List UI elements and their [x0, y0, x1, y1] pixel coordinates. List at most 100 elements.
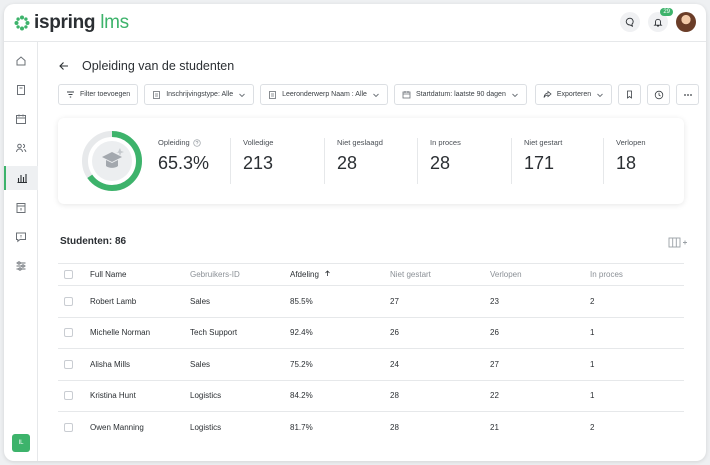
notifications-button[interactable]: 29	[648, 8, 673, 32]
logo-brand: ispring	[34, 12, 96, 33]
chevron-down-icon	[597, 93, 603, 97]
schedule-button[interactable]	[647, 84, 671, 105]
book-icon	[17, 85, 25, 95]
page-header: Opleiding van de studenten	[58, 59, 234, 73]
cell-user-id: Sales	[190, 348, 290, 381]
cell-in-progress: 2	[590, 423, 595, 432]
col-not-started[interactable]: Niet gestart	[390, 263, 490, 286]
start-date-filter[interactable]: Startdatum: laatste 90 dagen	[393, 84, 527, 105]
col-department[interactable]: Afdeling	[290, 263, 390, 286]
row-checkbox[interactable]	[64, 423, 73, 432]
sidebar-item-settings[interactable]	[4, 254, 38, 278]
table-row[interactable]: Owen Manning Logistics 81.7% 28 21 2	[58, 412, 684, 444]
select-all-checkbox[interactable]	[64, 270, 73, 279]
progress-arc	[82, 131, 142, 191]
cell-name: Michelle Norman	[90, 317, 190, 349]
chat-button[interactable]	[620, 12, 640, 32]
cell-name: Alisha Mills	[90, 348, 190, 381]
table-row[interactable]: Kristina Hunt Logistics 84.2% 28 22 1	[58, 380, 684, 412]
logo-suffix: lms	[95, 12, 129, 33]
app-window: ispring lms 29	[4, 4, 706, 461]
user-avatar[interactable]	[676, 12, 696, 32]
col-user-id[interactable]: Gebruikers-ID	[190, 263, 290, 286]
sidebar-item-reports[interactable]	[4, 166, 38, 190]
cell-department: 84.2%	[290, 380, 390, 412]
col-in-progress[interactable]: In proces	[590, 263, 684, 286]
cell-name: Kristina Hunt	[90, 380, 190, 412]
cell-expired: 23	[490, 285, 590, 318]
stat-training: Opleiding 65.3%	[158, 138, 209, 184]
sidebar-item-help[interactable]	[4, 225, 38, 249]
students-count: Studenten: 86	[60, 236, 127, 247]
bookmark-icon	[627, 90, 633, 99]
cell-department: 75.2%	[290, 348, 390, 381]
course-name-filter[interactable]: Leeronderwerp Naam : Alle	[260, 84, 388, 105]
sidebar-item-courses[interactable]	[4, 78, 38, 102]
top-actions: 29	[620, 8, 696, 32]
stat-completed: Volledige 213	[230, 138, 273, 184]
users-icon	[16, 143, 27, 153]
table-row[interactable]: Alisha Mills Sales 75.2% 24 27 1	[58, 348, 684, 381]
stat-not-started-value: 171	[524, 153, 555, 173]
back-arrow-icon[interactable]	[58, 60, 70, 72]
enrollment-type-filter[interactable]: Inschrijvingstype: Alle	[144, 84, 255, 105]
cell-department: 85.5%	[290, 285, 390, 318]
sidebar-item-users[interactable]	[4, 136, 38, 160]
export-label: Exporteren	[556, 91, 592, 98]
stat-failed-value: 28	[337, 153, 358, 173]
row-checkbox[interactable]	[64, 328, 73, 338]
sort-asc-icon	[325, 270, 330, 276]
help-circle-icon[interactable]	[193, 138, 201, 147]
user-initials-badge[interactable]: IL	[12, 434, 30, 452]
stat-failed-label: Niet geslaagd	[337, 138, 383, 147]
row-checkbox[interactable]	[64, 296, 73, 306]
cell-in-progress: 2	[590, 285, 684, 318]
sidebar: IL	[4, 42, 38, 461]
stat-completed-value: 213	[243, 153, 274, 173]
top-bar: ispring lms 29	[4, 4, 706, 42]
table-row[interactable]: Robert Lamb Sales 85.5% 27 23 2	[58, 285, 684, 318]
cell-department: 92.4%	[290, 317, 390, 349]
cell-expired: 27	[490, 348, 590, 381]
row-checkbox[interactable]	[64, 359, 73, 369]
export-button[interactable]: Exporteren	[534, 84, 613, 105]
sidebar-item-calendar[interactable]	[4, 107, 38, 131]
cell-expired: 21	[490, 423, 499, 432]
logo[interactable]: ispring lms	[14, 12, 129, 34]
clipboard-icon	[153, 91, 161, 99]
cell-not-started: 27	[390, 285, 490, 318]
stat-in-progress: In proces 28	[417, 138, 461, 184]
stat-in-progress-value: 28	[430, 153, 451, 173]
enrollment-type-label: Inschrijvingstype: Alle	[166, 91, 234, 98]
stat-failed: Niet geslaagd 28	[324, 138, 383, 184]
add-filter-button[interactable]: Filter toevoegen	[58, 84, 139, 105]
col-full-name[interactable]: Full Name	[90, 263, 190, 286]
chevron-down-icon	[512, 93, 518, 97]
clipboard-icon	[269, 91, 277, 99]
cell-in-progress: 1	[590, 348, 684, 381]
logo-text: ispring lms	[34, 12, 129, 34]
summary-card: Opleiding 65.3% Volledige 213 Niet gesla…	[58, 118, 684, 204]
start-date-label: Startdatum: laatste 90 dagen	[415, 91, 506, 98]
more-options-button[interactable]	[676, 84, 700, 105]
cell-in-progress: 1	[590, 317, 684, 349]
bookmark-button[interactable]	[618, 84, 642, 105]
row-checkbox[interactable]	[64, 391, 73, 401]
stat-training-label: Opleiding	[158, 138, 190, 147]
sidebar-item-home[interactable]	[4, 49, 38, 73]
cell-not-started: 28	[390, 423, 399, 432]
table-header-row: Full Name Gebruikers-ID Afdeling Niet ge…	[58, 263, 684, 286]
calendar-icon	[402, 91, 411, 99]
cell-in-progress: 1	[590, 380, 684, 412]
cell-name: Owen Manning	[90, 423, 144, 432]
stat-not-started-label: Niet gestart	[524, 138, 563, 147]
stat-expired: Verlopen 18	[603, 138, 646, 184]
table-row[interactable]: Michelle Norman Tech Support 92.4% 26 26…	[58, 317, 684, 349]
progress-donut	[82, 131, 142, 191]
columns-add-icon[interactable]	[668, 237, 688, 248]
col-expired[interactable]: Verlopen	[490, 263, 590, 286]
stat-in-progress-label: In proces	[430, 138, 461, 147]
clock-icon	[654, 90, 663, 99]
sidebar-item-certificates[interactable]	[4, 196, 38, 220]
cell-user-id: Logistics	[190, 423, 222, 432]
